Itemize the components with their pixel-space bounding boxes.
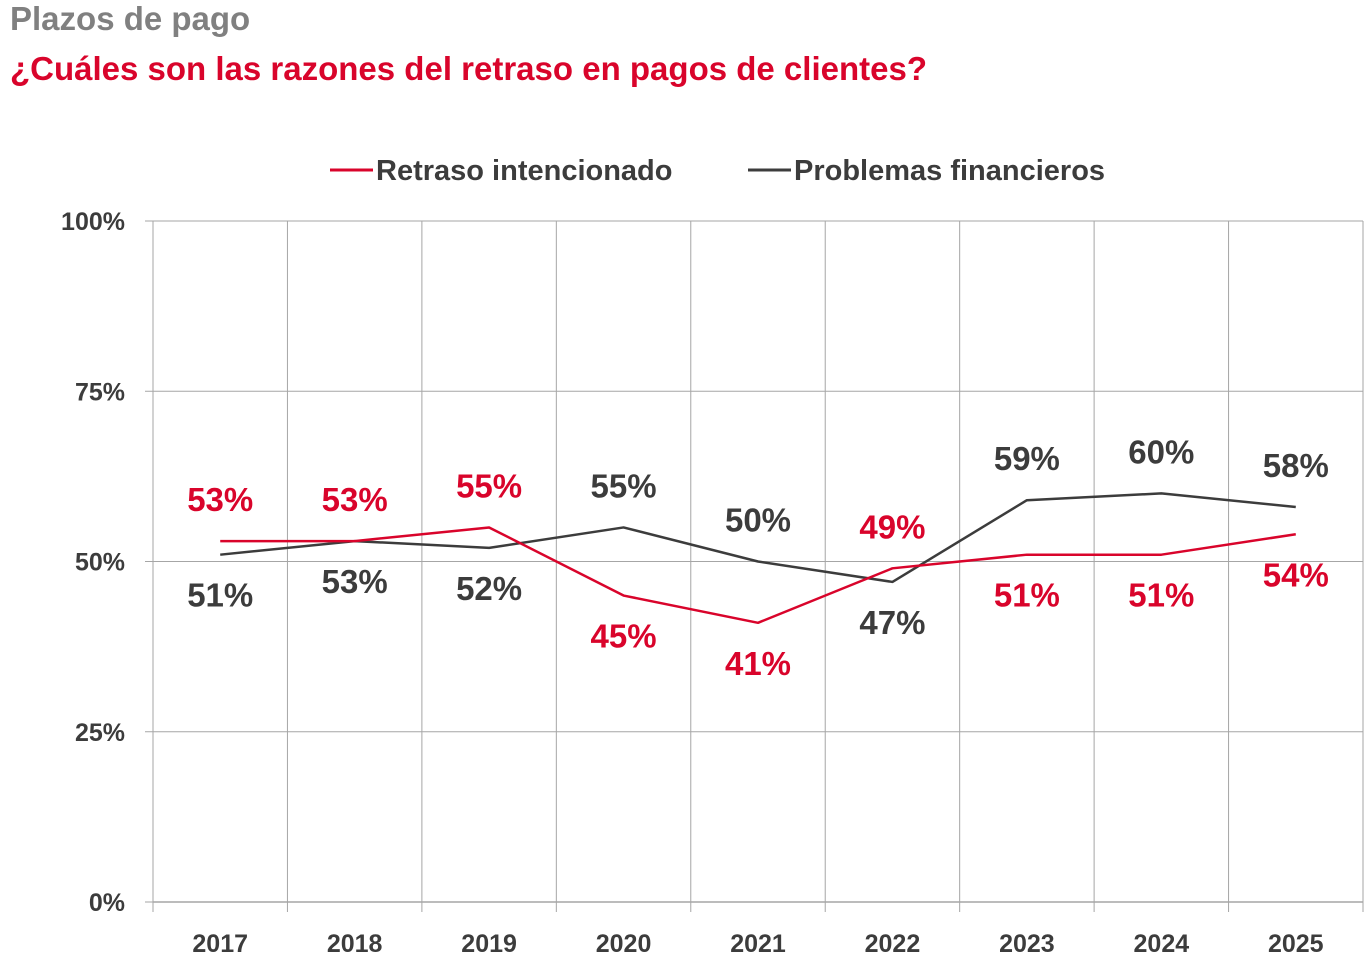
x-tick-label: 2024 [1134,930,1190,958]
series-line-problemas-financieros [220,492,1296,584]
data-label-retraso-intencionado: 49% [859,508,925,545]
y-tick-label: 50% [75,549,125,577]
x-tick-label: 2020 [596,930,652,958]
data-label-retraso-intencionado: 53% [187,481,253,518]
series-line-retraso-intencionado [220,526,1296,625]
chart-legend: Retraso intencionado Problemas financiero… [330,155,1105,187]
data-label-problemas-financieros: 52% [456,570,522,607]
data-label-retraso-intencionado: 55% [456,467,522,504]
data-label-retraso-intencionado: 54% [1263,556,1329,593]
chart-grid [153,220,1364,912]
x-tick-label: 2022 [865,930,921,958]
data-label-retraso-intencionado: 41% [725,645,791,682]
data-label-problemas-financieros: 60% [1128,433,1194,470]
x-tick-label: 2021 [730,930,786,958]
chart-supertitle: Plazos de pago [10,0,251,37]
legend-item-problemas-financieros-label: Problemas financieros [794,155,1105,187]
x-tick-label: 2023 [999,930,1055,958]
y-tick-label: 100% [61,208,125,236]
chart-series [220,492,1296,625]
data-label-problemas-financieros: 50% [725,502,791,539]
y-tick-label: 0% [89,889,125,917]
data-label-retraso-intencionado: 53% [322,481,388,518]
data-label-retraso-intencionado: 51% [1128,577,1194,614]
y-tick-label: 75% [75,378,125,406]
data-labels: 53% 51% 53% 53% 55% 52% 45% 55% 41% 50% 49% 47% 51% 5… [187,433,1329,681]
data-label-retraso-intencionado: 51% [994,577,1060,614]
chart-axes: 0% 25% 50% 75% 100% 2017 2018 2019 2020 2021 2022 2… [61,208,1363,958]
data-label-problemas-financieros: 53% [322,563,388,600]
data-label-problemas-financieros: 58% [1263,447,1329,484]
x-tick-label: 2017 [192,930,248,958]
x-tick-label: 2025 [1268,930,1324,958]
legend-item-retraso-intencionado-label: Retraso intencionado [376,155,673,187]
x-tick-label: 2018 [327,930,383,958]
data-label-problemas-financieros: 59% [994,440,1060,477]
chart-title: ¿Cuáles son las razones del retraso en p… [10,50,927,87]
data-label-problemas-financieros: 55% [591,467,657,504]
data-label-problemas-financieros: 51% [187,577,253,614]
x-tick-label: 2019 [461,930,517,958]
y-tick-label: 25% [75,719,125,747]
data-label-problemas-financieros: 47% [859,604,925,641]
data-label-retraso-intencionado: 45% [591,618,657,655]
